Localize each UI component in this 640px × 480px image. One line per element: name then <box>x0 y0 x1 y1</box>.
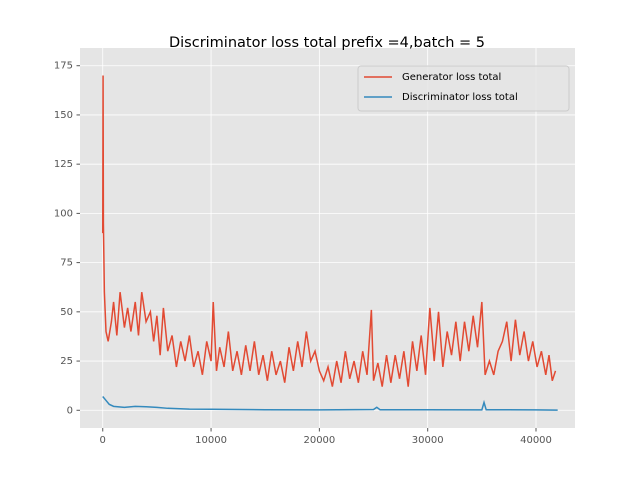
y-tick-label: 150 <box>54 110 73 121</box>
legend-label: Discriminator loss total <box>402 92 518 103</box>
y-tick-label: 125 <box>54 159 73 170</box>
legend-label: Generator loss total <box>402 72 501 83</box>
y-tick-label: 50 <box>60 307 73 318</box>
line <box>102 396 558 411</box>
x-tick-label: 40000 <box>520 435 552 446</box>
x-tick-label: 30000 <box>412 435 444 446</box>
line <box>102 75 557 387</box>
x-tick-label: 0 <box>100 435 106 446</box>
y-tick-label: 100 <box>54 208 73 219</box>
y-tick-label: 0 <box>67 405 73 416</box>
y-tick-label: 75 <box>60 258 73 269</box>
chart-title: Discriminator loss total prefix =4,batch… <box>169 35 485 51</box>
y-tick-label: 25 <box>60 356 73 367</box>
y-tick-label: 175 <box>54 61 73 72</box>
legend-box <box>357 65 570 112</box>
x-tick-label: 20000 <box>303 435 335 446</box>
x-tick-label: 10000 <box>195 435 227 446</box>
